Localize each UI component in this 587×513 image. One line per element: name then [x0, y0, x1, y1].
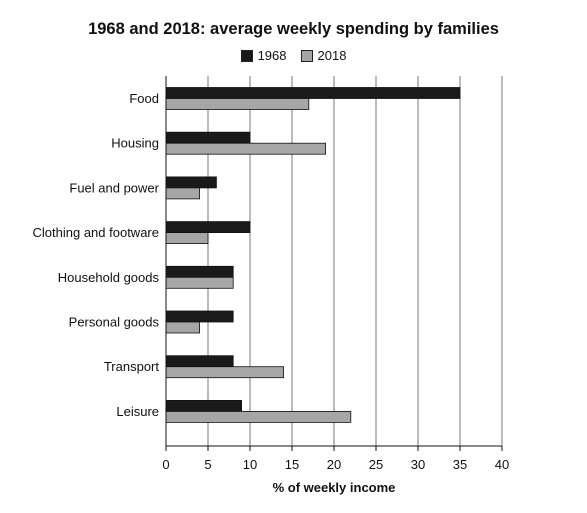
- legend-item-2018: 2018: [300, 48, 347, 63]
- x-tick-label: 15: [285, 457, 299, 472]
- legend-item-1968: 1968: [240, 48, 287, 63]
- category-label: Housing: [111, 136, 159, 151]
- x-tick-label: 35: [453, 457, 467, 472]
- x-tick-label: 30: [411, 457, 425, 472]
- bar: [165, 399, 242, 412]
- bar: [165, 276, 234, 289]
- x-tick-label: 25: [369, 457, 383, 472]
- category-label: Personal goods: [69, 315, 160, 330]
- bar: [165, 187, 200, 200]
- bar: [165, 98, 310, 110]
- category-label: Household goods: [58, 270, 160, 285]
- bar: [165, 410, 352, 423]
- category-label: Fuel and power: [69, 180, 159, 195]
- bar: [165, 142, 327, 155]
- x-tick-label: 10: [243, 457, 257, 472]
- bar: [165, 366, 284, 379]
- x-tick-label: 40: [495, 457, 509, 472]
- bar: [165, 310, 234, 323]
- category-label: Clothing and footware: [33, 225, 159, 240]
- bar: [165, 131, 251, 144]
- category-label: Food: [129, 91, 159, 106]
- bar: [165, 176, 217, 189]
- x-tick-label: 5: [204, 457, 211, 472]
- legend-label-1968: 1968: [257, 48, 287, 63]
- bar: [165, 221, 251, 234]
- bar: [165, 232, 209, 245]
- x-tick-label: 20: [327, 457, 341, 472]
- category-label: Leisure: [116, 404, 159, 419]
- bar: [165, 355, 234, 368]
- x-axis-label: % of weekly income: [273, 480, 396, 495]
- x-tick-label: 0: [162, 457, 169, 472]
- chart-title: 1968 and 2018: average weekly spending b…: [88, 20, 499, 38]
- legend: 1968 2018: [0, 48, 587, 63]
- bar: [165, 321, 200, 334]
- bar: [165, 87, 461, 99]
- category-label: Transport: [104, 359, 160, 374]
- bar: [165, 265, 234, 278]
- legend-label-2018: 2018: [317, 48, 347, 63]
- legend-swatch-2018: [300, 49, 313, 62]
- legend-swatch-1968: [240, 49, 253, 62]
